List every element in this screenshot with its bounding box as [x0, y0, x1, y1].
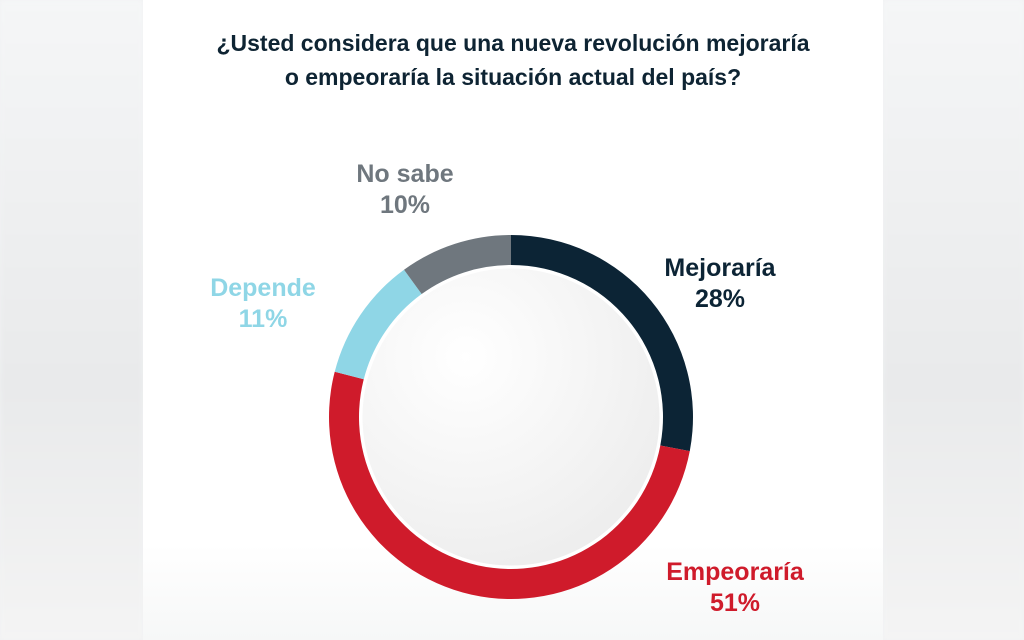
slice-mejoraría — [511, 235, 694, 452]
background-left — [0, 0, 143, 640]
slice-empeoraría — [329, 371, 690, 599]
label-mejoraria-name: Mejoraría — [664, 254, 776, 282]
chart-title: ¿Usted considera que una nueva revolució… — [143, 26, 883, 94]
slice-depende — [334, 269, 422, 380]
label-depende-name: Depende — [210, 274, 316, 302]
donut-hole — [359, 265, 663, 569]
label-no-sabe-value: 10% — [379, 191, 431, 219]
label-no-sabe: No sabe 10% — [340, 159, 470, 221]
slice-no-sabe — [404, 235, 511, 295]
title-line-2: o empeoraría la situación actual del paí… — [284, 64, 742, 90]
label-depende-value: 11% — [238, 305, 288, 333]
label-empeoraria: Empeoraría 51% — [650, 557, 820, 619]
label-depende: Depende 11% — [198, 273, 328, 335]
label-empeoraria-value: 51% — [709, 589, 761, 617]
label-mejoraria: Mejoraría 28% — [655, 253, 785, 315]
label-mejoraria-value: 28% — [694, 285, 746, 313]
title-line-1: ¿Usted considera que una nueva revolució… — [216, 30, 810, 56]
label-empeoraria-name: Empeoraría — [666, 558, 804, 586]
background-right — [883, 0, 1024, 640]
label-no-sabe-name: No sabe — [356, 160, 454, 188]
